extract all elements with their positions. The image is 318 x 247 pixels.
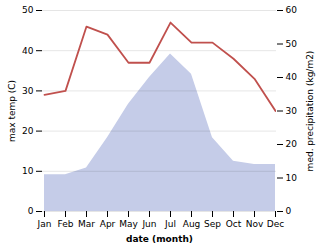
- svg-text:40: 40: [286, 72, 298, 82]
- svg-text:Jan: Jan: [37, 219, 52, 229]
- svg-text:Dec: Dec: [267, 219, 284, 229]
- svg-text:Sep: Sep: [204, 219, 221, 229]
- svg-text:max temp (C): max temp (C): [7, 80, 17, 142]
- svg-text:Oct: Oct: [226, 219, 242, 229]
- svg-text:0: 0: [286, 206, 292, 216]
- svg-text:10: 10: [286, 173, 298, 183]
- svg-text:Jul: Jul: [164, 219, 176, 229]
- svg-text:Mar: Mar: [78, 219, 95, 229]
- svg-text:60: 60: [286, 5, 298, 15]
- svg-text:30: 30: [22, 86, 34, 96]
- svg-text:May: May: [119, 219, 138, 229]
- svg-text:Feb: Feb: [58, 219, 74, 229]
- svg-text:20: 20: [22, 126, 34, 136]
- svg-text:Aug: Aug: [183, 219, 201, 229]
- svg-text:Apr: Apr: [100, 219, 116, 229]
- svg-text:20: 20: [286, 139, 298, 149]
- svg-text:Nov: Nov: [246, 219, 264, 229]
- svg-text:med. precipitation (kg/m2): med. precipitation (kg/m2): [305, 51, 315, 172]
- svg-text:50: 50: [22, 5, 34, 15]
- svg-text:0: 0: [28, 206, 34, 216]
- svg-text:50: 50: [286, 39, 298, 49]
- svg-text:30: 30: [286, 106, 298, 116]
- svg-text:Jun: Jun: [141, 219, 156, 229]
- svg-text:10: 10: [22, 166, 34, 176]
- svg-text:40: 40: [22, 46, 34, 56]
- svg-text:date (month): date (month): [126, 234, 193, 244]
